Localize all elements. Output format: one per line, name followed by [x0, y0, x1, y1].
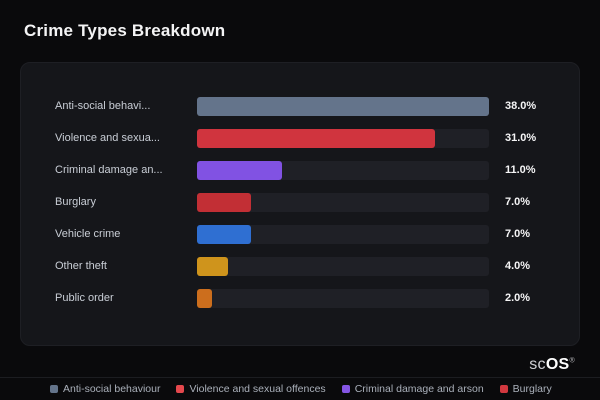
- category-label: Burglary: [55, 196, 96, 208]
- logo-text-light: sc: [529, 356, 546, 373]
- bar-track: [197, 192, 489, 212]
- bar-row: Violence and sexua... 31.0%: [55, 122, 551, 154]
- bar-row: Vehicle crime 7.0%: [55, 218, 551, 250]
- legend-label: Anti-social behaviour: [63, 383, 161, 395]
- chart-legend: Anti-social behaviour Violence and sexua…: [0, 377, 600, 400]
- bar-track: [197, 160, 489, 180]
- bar-row: Anti-social behavi... 38.0%: [55, 90, 551, 122]
- legend-item-violence-and-sexual-offences[interactable]: Violence and sexual offences: [176, 383, 326, 395]
- value-label: 2.0%: [505, 292, 531, 304]
- legend-item-criminal-damage-and-arson[interactable]: Criminal damage and arson: [341, 383, 484, 395]
- category-label: Public order: [55, 292, 114, 304]
- bar-row: Burglary 7.0%: [55, 186, 551, 218]
- bar-row: Public order 2.0%: [55, 282, 551, 314]
- bar-vehicle-crime[interactable]: [197, 224, 251, 244]
- value-label: 7.0%: [505, 196, 531, 208]
- value-label: 7.0%: [505, 228, 531, 240]
- page-title: Crime Types Breakdown: [24, 21, 226, 40]
- legend-swatch: [341, 385, 350, 393]
- legend-label: Criminal damage and arson: [354, 383, 484, 395]
- category-label: Anti-social behavi...: [55, 100, 151, 112]
- legend-label: Violence and sexual offences: [189, 383, 326, 395]
- value-label: 4.0%: [505, 260, 531, 272]
- category-label: Other theft: [55, 260, 107, 272]
- chart-card: Anti-social behavi... 38.0% Violence and…: [20, 62, 580, 346]
- bar-burglary[interactable]: [197, 192, 251, 212]
- bar-track: [197, 128, 489, 148]
- bar-anti-social-behaviour[interactable]: [197, 96, 489, 116]
- category-label: Vehicle crime: [55, 228, 121, 240]
- bar-track: [197, 256, 489, 276]
- category-label: Violence and sexua...: [55, 132, 160, 144]
- bar-track: [197, 288, 489, 308]
- bar-criminal-damage-and-arson[interactable]: [197, 160, 282, 180]
- registered-mark: ®: [569, 357, 575, 365]
- legend-swatch: [499, 385, 508, 393]
- scos-logo: scOS®: [529, 356, 575, 374]
- category-label: Criminal damage an...: [55, 164, 163, 176]
- bar-row: Criminal damage an... 11.0%: [55, 154, 551, 186]
- value-label: 11.0%: [505, 164, 536, 176]
- legend-swatch: [50, 385, 58, 393]
- bar-row: Other theft 4.0%: [55, 250, 551, 282]
- legend-item-burglary[interactable]: Burglary: [499, 383, 552, 395]
- value-label: 38.0%: [505, 100, 537, 112]
- bar-public-order[interactable]: [197, 288, 213, 308]
- bar-track: [197, 96, 489, 116]
- bar-track: [197, 224, 489, 244]
- legend-item-anti-social-behaviour[interactable]: Anti-social behaviour: [50, 383, 160, 395]
- value-label: 31.0%: [505, 132, 537, 144]
- bar-other-theft[interactable]: [197, 256, 228, 276]
- legend-label: Burglary: [512, 383, 552, 395]
- legend-swatch: [176, 385, 185, 393]
- logo-text-bold: OS: [545, 356, 570, 373]
- bar-violence-and-sexual-offences[interactable]: [197, 128, 436, 148]
